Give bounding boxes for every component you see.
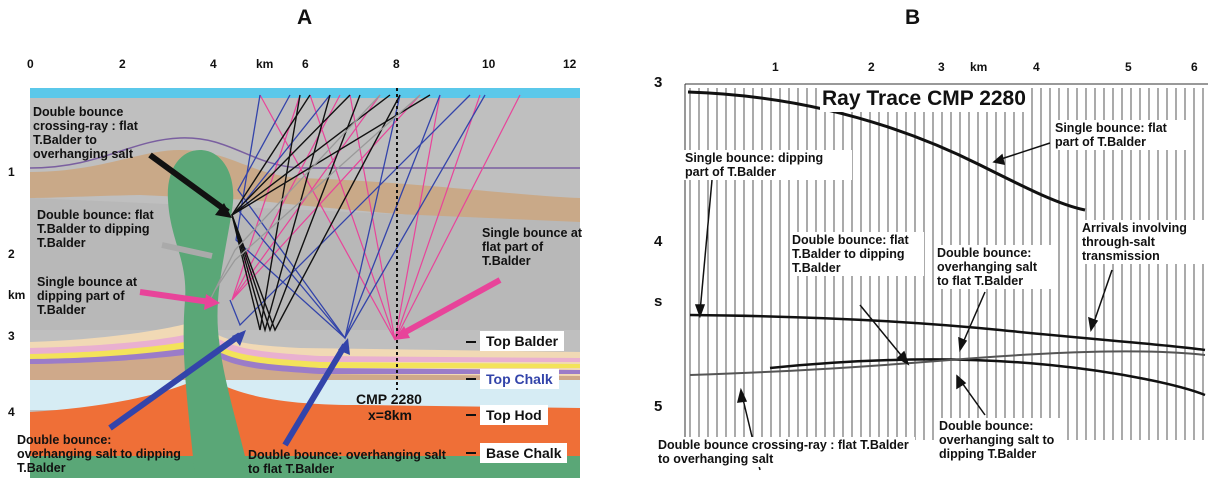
b-xtick: 3 xyxy=(938,60,945,74)
b-xtick: 2 xyxy=(868,60,875,74)
b-ytick: 3 xyxy=(654,74,663,91)
a-label-overhang-to-flat: Double bounce: overhanging salt to flat … xyxy=(248,448,446,476)
a-label-cmp: CMP 2280 xyxy=(356,391,422,407)
a-ytick: 4 xyxy=(8,405,15,419)
arrow-crossing xyxy=(148,152,230,215)
horizon-base-chalk: Base Chalk xyxy=(480,443,568,463)
a-ytick: 3 xyxy=(8,329,15,343)
black-rays xyxy=(231,94,431,333)
a-xtick: 12 xyxy=(563,57,577,71)
a-label-flat-to-dipping: Double bounce: flat T.Balder to dipping … xyxy=(37,208,154,250)
b-title: Ray Trace CMP 2280 xyxy=(820,86,1028,112)
a-ytick: 2 xyxy=(8,247,15,261)
b-xtick: km xyxy=(970,60,988,74)
blue-rays xyxy=(229,94,486,340)
b-label-crossing-ray: Double bounce crossing-ray : flat T.Bald… xyxy=(656,437,915,467)
a-xtick: 10 xyxy=(482,57,496,71)
water-layer xyxy=(30,88,580,98)
b-ytick: 4 xyxy=(654,233,663,250)
b-label-single-dipping: Single bounce: dipping part of T.Balder xyxy=(683,150,852,180)
a-label-cmp-x: x=8km xyxy=(368,407,412,423)
a-label-overhang-to-dipping: Double bounce: overhanging salt to dippi… xyxy=(17,433,181,475)
b-ytick: s xyxy=(654,293,663,310)
b-xtick: 5 xyxy=(1125,60,1132,74)
b-xtick: 6 xyxy=(1191,60,1198,74)
a-xtick: 6 xyxy=(302,57,309,71)
b-label-overhang-to-flat: Double bounce: overhanging salt to flat … xyxy=(935,245,1054,289)
b-ytick: 5 xyxy=(654,398,663,415)
a-xtick: km xyxy=(256,57,274,71)
a-ytick: 1 xyxy=(8,165,15,179)
event-single-dipping xyxy=(689,313,1206,352)
a-label-crossing-ray: Double bounce crossing-ray : flat T.Bald… xyxy=(33,105,138,161)
b-label-overhang-to-dipping: Double bounce: overhanging salt to dippi… xyxy=(937,418,1066,462)
horizon-top-hod: Top Hod xyxy=(480,405,548,425)
b-label-flat-to-dipping: Double bounce: flat T.Balder to dipping … xyxy=(790,232,924,276)
horizon-top-balder: Top Balder xyxy=(480,331,565,351)
a-ytick: km xyxy=(8,288,26,302)
panel-b-letter: B xyxy=(905,6,921,29)
a-xtick: 8 xyxy=(393,57,400,71)
a-label-single-dipping: Single bounce at dipping part of T.Balde… xyxy=(37,275,138,317)
event-double-flat-to-dipping xyxy=(769,358,1206,397)
a-xtick: 0 xyxy=(27,57,34,71)
b-xtick: 4 xyxy=(1033,60,1040,74)
a-xtick: 4 xyxy=(210,57,217,71)
event-single-flat xyxy=(687,90,1086,212)
salt-diapir xyxy=(167,150,250,478)
a-label-single-flat: Single bounce at flat part of T.Balder xyxy=(482,226,583,268)
a-xtick: 2 xyxy=(119,57,126,71)
b-label-arrivals-salt: Arrivals involving through-salt transmis… xyxy=(1080,220,1204,264)
b-xtick: 1 xyxy=(772,60,779,74)
horizon-top-chalk: Top Chalk xyxy=(480,369,559,389)
b-label-single-flat: Single bounce: flat part of T.Balder xyxy=(1053,120,1192,150)
gray-rays xyxy=(209,94,421,301)
panel-a-letter: A xyxy=(297,6,313,29)
